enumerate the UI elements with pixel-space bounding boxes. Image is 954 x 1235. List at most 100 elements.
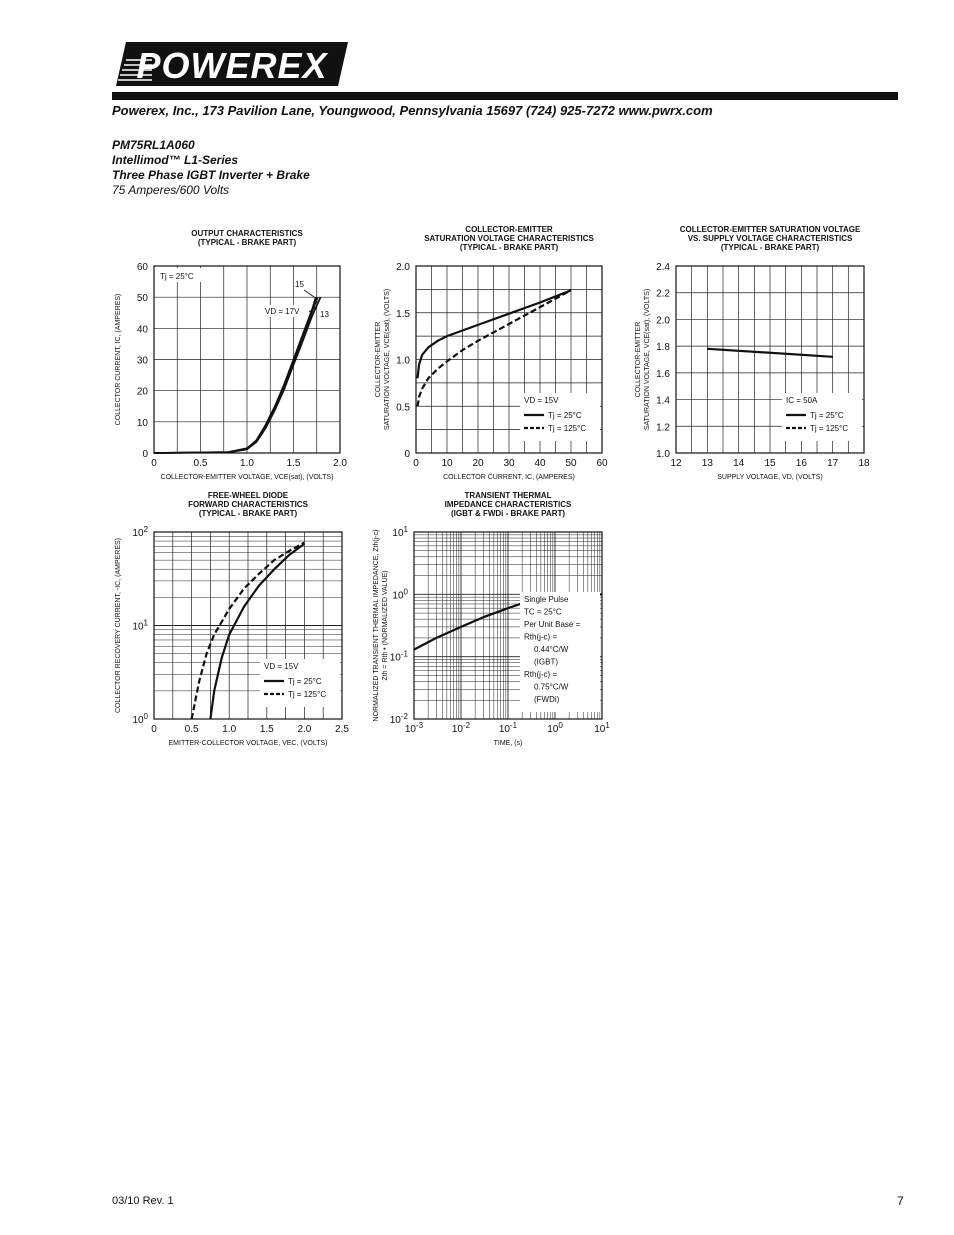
y-tick-label: 101 xyxy=(392,525,408,539)
y-axis-label: NORMALIZED TRANSIENT THERMAL IMPEDANCE, … xyxy=(373,530,380,722)
y-tick-label: 0 xyxy=(404,449,410,460)
x-tick-label: 18 xyxy=(858,458,870,469)
annotation-bg xyxy=(157,268,201,282)
series-line xyxy=(209,542,306,720)
legend-bg xyxy=(260,659,340,707)
x-tick-label: 2.0 xyxy=(297,724,311,735)
series-line xyxy=(707,347,833,358)
x-tick-label: 15 xyxy=(764,458,776,469)
y-tick-label: 0.5 xyxy=(396,402,410,413)
y-tick-label: 40 xyxy=(137,324,149,335)
x-tick-label: 10 xyxy=(441,458,453,469)
series-line xyxy=(416,289,572,379)
x-tick-label: 10-3 xyxy=(405,721,424,735)
y-tick-label: 2.0 xyxy=(656,315,670,326)
x-tick-label: 60 xyxy=(596,458,608,469)
y-axis-label: COLLECTOR-EMITTER xyxy=(375,322,382,398)
x-tick-label: 0 xyxy=(151,724,157,735)
logo-text: POWEREX xyxy=(136,45,328,86)
x-tick-label: 50 xyxy=(565,458,577,469)
x-axis-label: TIME, (s) xyxy=(494,740,523,747)
part-number: PM75RL1A060 xyxy=(112,138,195,152)
x-tick-label: 14 xyxy=(733,458,745,469)
header-rule xyxy=(112,92,898,100)
y-tick-label: 10-1 xyxy=(390,650,409,664)
legend-condition: IC = 50A xyxy=(786,396,818,405)
legend-label: Tj = 125°C xyxy=(548,424,586,433)
annotation-bg xyxy=(262,305,308,317)
legend-label: Tj = 125°C xyxy=(288,690,326,699)
plot-frame xyxy=(675,265,865,454)
x-tick-label: 2.5 xyxy=(335,724,349,735)
x-tick-label: 40 xyxy=(534,458,546,469)
series-line xyxy=(153,296,317,454)
chart-title: FREE-WHEEL DIODE xyxy=(208,491,289,500)
x-tick-label: 0.5 xyxy=(194,458,208,469)
legend-line: TC = 25°C xyxy=(524,608,562,617)
x-tick-label: 100 xyxy=(547,721,563,735)
legend-label: Tj = 25°C xyxy=(810,411,844,420)
y-tick-label: 1.0 xyxy=(396,356,410,367)
y-tick-label: 100 xyxy=(392,587,408,601)
x-tick-label: 12 xyxy=(670,458,682,469)
chart-title: COLLECTOR-EMITTER xyxy=(465,225,553,234)
chart-title: SATURATION VOLTAGE CHARACTERISTICS xyxy=(424,234,594,243)
legend-label: Tj = 25°C xyxy=(548,411,582,420)
x-tick-label: 2.0 xyxy=(333,458,347,469)
y-tick-label: 60 xyxy=(137,262,149,273)
series-line xyxy=(416,289,572,407)
chart-title: (TYPICAL - BRAKE PART) xyxy=(721,243,820,252)
plot-frame xyxy=(153,531,343,720)
plot-frame xyxy=(413,531,603,720)
chart-title: IMPEDANCE CHARACTERISTICS xyxy=(445,500,572,509)
powerex-logo: POWEREX xyxy=(116,42,348,86)
y-axis-label: SATURATION VOLTAGE, VCE(sat), (VOLTS) xyxy=(384,289,391,430)
legend-line: Per Unit Base = xyxy=(524,620,581,629)
x-tick-label: 1.0 xyxy=(240,458,254,469)
x-axis-label: COLLECTOR-EMITTER VOLTAGE, VCE(sat), (VO… xyxy=(161,474,334,481)
y-tick-label: 30 xyxy=(137,356,149,367)
chart-title: COLLECTOR-EMITTER SATURATION VOLTAGE xyxy=(680,225,861,234)
leader-line xyxy=(308,305,318,313)
series-line xyxy=(153,296,322,454)
annotation-vd: VD = 17V xyxy=(265,307,300,316)
x-tick-label: 13 xyxy=(702,458,714,469)
legend-bg xyxy=(520,592,600,712)
x-tick-label: 1.5 xyxy=(287,458,301,469)
y-axis-label: COLLECTOR CURRENT, IC, (AMPERES) xyxy=(115,294,122,426)
chart-title: (TYPICAL - BRAKE PART) xyxy=(199,509,298,518)
chart-title: VS. SUPPLY VOLTAGE CHARACTERISTICS xyxy=(688,234,853,243)
x-tick-label: 10-2 xyxy=(452,721,471,735)
annotation-bg xyxy=(294,279,308,290)
legend-label: Tj = 25°C xyxy=(288,677,322,686)
series-line xyxy=(153,296,319,454)
x-tick-label: 101 xyxy=(594,721,610,735)
y-tick-label: 100 xyxy=(132,712,148,726)
annotation-temp: Tj = 25°C xyxy=(160,272,194,281)
chart-grid xyxy=(153,265,341,454)
product-info: PM75RL1A060 Intellimod™ L1-Series Three … xyxy=(112,138,310,198)
x-tick-label: 1.0 xyxy=(222,724,236,735)
x-axis-label: SUPPLY VOLTAGE, VD, (VOLTS) xyxy=(717,474,823,481)
x-tick-label: 0 xyxy=(413,458,419,469)
x-axis-label: EMITTER-COLLECTOR VOLTAGE, VEC, (VOLTS) xyxy=(169,740,328,747)
annotation-15v: 15 xyxy=(295,280,304,289)
legend-condition: VD = 15V xyxy=(524,396,559,405)
x-axis-label: COLLECTOR CURRENT, IC, (AMPERES) xyxy=(443,474,575,481)
annotation-13v: 13 xyxy=(320,310,329,319)
legend-label: Tj = 125°C xyxy=(810,424,848,433)
vce-vs-supply-chart: COLLECTOR-EMITTER SATURATION VOLTAGEVS. … xyxy=(635,225,870,481)
y-axis-label: COLLECTOR RECOVERY CURRENT, -IC, (AMPERE… xyxy=(115,538,122,713)
y-tick-label: 10 xyxy=(137,418,149,429)
revision-label: 03/10 Rev. 1 xyxy=(112,1195,174,1207)
y-tick-label: 2.0 xyxy=(396,262,410,273)
plot-frame xyxy=(415,265,603,454)
x-tick-label: 0.5 xyxy=(185,724,199,735)
x-tick-label: 30 xyxy=(503,458,515,469)
legend-bg xyxy=(520,393,600,441)
legend-line: 0.75°C/W xyxy=(534,683,569,692)
x-tick-label: 17 xyxy=(827,458,839,469)
y-tick-label: 1.0 xyxy=(656,449,670,460)
